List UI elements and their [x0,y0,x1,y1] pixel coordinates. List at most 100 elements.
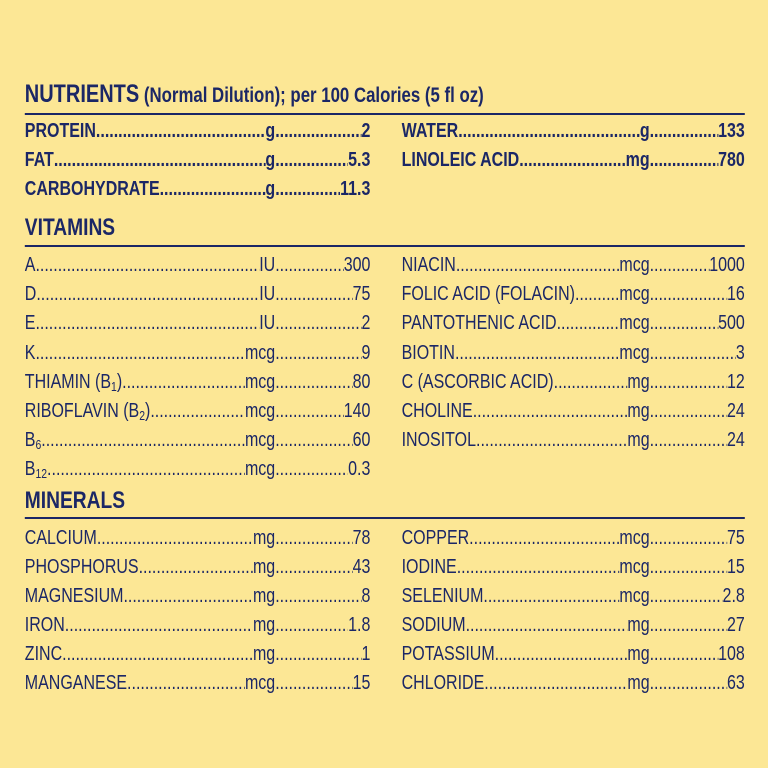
dot-leader [650,640,719,668]
row-value-part: 27 [650,611,745,639]
dot-leader [650,397,727,425]
row-value-part: 108 [650,640,745,668]
row-label-part: COPPER mcg [402,524,650,552]
row-value-part: 16 [650,280,745,308]
row-value-part: 500 [650,309,745,337]
row-label-part: MANGANESE mcg [25,669,275,697]
dot-leader [554,368,628,396]
dot-leader [458,117,640,145]
name-text: COPPER [401,527,470,549]
amount: 2.8 [722,585,745,607]
nutrient-row: FAT g 5.3 [25,146,371,174]
unit: IU [259,254,276,276]
amount: 500 [718,312,745,335]
dot-leader [275,280,352,308]
row-label-part: POTASSIUM mg [402,640,650,668]
nutrient-row: SODIUM mg 27 [402,611,745,639]
nutrient-row: PHOSPHORUS mg 43 [25,553,371,581]
nutrient-row: LINOLEIC ACID mg 780 [402,146,745,174]
unit: mcg [619,254,650,276]
name-text: CHOLINE [401,400,473,422]
dot-leader [275,397,344,425]
name-text: CALCIUM [24,527,97,549]
nutrient-name: SODIUM [402,611,466,639]
unit: mcg [244,429,276,452]
nutrient-name: PROTEIN [25,117,96,145]
unit: mg [252,643,276,665]
nutrient-name: NIACIN [402,251,456,279]
unit: mg [627,672,650,694]
nutrient-row: CHOLINE mg 24 [402,397,745,425]
row-value-part: 9 [275,339,371,367]
dot-leader [275,368,352,396]
unit: IU [259,283,276,306]
name-text: MAGNESIUM [24,585,124,607]
nutrient-row: E IU 2 [25,309,371,337]
name-text: THIAMIN (B [24,370,112,393]
nutrient-row: SELENIUM mcg 2.8 [402,582,745,610]
unit: mcg [619,556,650,578]
dot-leader [122,368,245,396]
dot-leader [476,426,627,454]
unit: mcg [244,400,276,422]
dot-leader [473,397,628,425]
row-label-part: MAGNESIUM mg [25,582,275,610]
name-text: BIOTIN [401,341,455,364]
row-value-part: 12 [650,368,745,396]
unit: mcg [244,341,276,364]
dot-leader [275,175,340,203]
row-label-part: CHLORIDE mg [402,669,650,697]
nutrient-name: IRON [25,611,65,639]
dot-leader [275,146,348,174]
dot-leader [275,611,348,639]
dot-leader [466,611,628,639]
name-text: LINOLEIC ACID [401,149,520,171]
row-value-part: 80 [275,368,371,396]
amount: 140 [343,400,371,422]
nutrient-name: FAT [25,146,54,174]
amount: 24 [727,429,745,452]
dot-leader [650,280,727,308]
nutrient-name: SELENIUM [402,582,484,610]
name-text: B [24,429,36,452]
dot-leader [275,582,361,610]
nutrient-name: B6 [25,426,41,454]
nutrient-name: CARBOHYDRATE [25,175,160,203]
dot-leader [650,251,710,279]
amount: 24 [727,400,745,422]
row-label-part: THIAMIN (B1) mcg [25,368,275,396]
row-label-part: SODIUM mg [402,611,650,639]
title-rest: (Normal Dilution); per 100 Calories (5 f… [139,84,484,107]
dot-leader [139,553,253,581]
name-text: SELENIUM [401,585,484,607]
nutrient-name: COPPER [402,524,470,552]
row-label-part: BIOTIN mcg [402,339,650,367]
nutrient-row: THIAMIN (B1) mcg 80 [25,368,371,396]
name-text: A [24,254,36,276]
dot-leader [54,146,266,174]
nutrient-row: WATER g 133 [402,117,745,145]
row-label-part: IRON mg [25,611,275,639]
unit: mg [627,370,650,393]
amount: 12 [727,370,745,393]
row-label-part: FAT g [25,146,275,174]
dot-leader [483,582,619,610]
nutrient-name: CHOLINE [402,397,473,425]
nutrient-row: A IU 300 [25,251,371,279]
nutrient-name: CALCIUM [25,524,97,552]
nutrient-name: CHLORIDE [402,669,485,697]
row-label-part: Kmcg [25,339,275,367]
amount: 11.3 [340,178,371,200]
dot-leader [650,611,727,639]
row-value-part: 24 [650,426,745,454]
nutrient-row: IODINE mcg 15 [402,553,745,581]
row-value-part: 1000 [650,251,745,279]
row-label-part: CHOLINE mg [402,397,650,425]
dot-leader [557,309,620,337]
row-value-part: 2.8 [650,582,745,610]
nutrient-name: B12 [25,455,47,483]
name-text: E [24,312,36,335]
dot-leader [650,426,727,454]
unit: mcg [619,341,650,364]
